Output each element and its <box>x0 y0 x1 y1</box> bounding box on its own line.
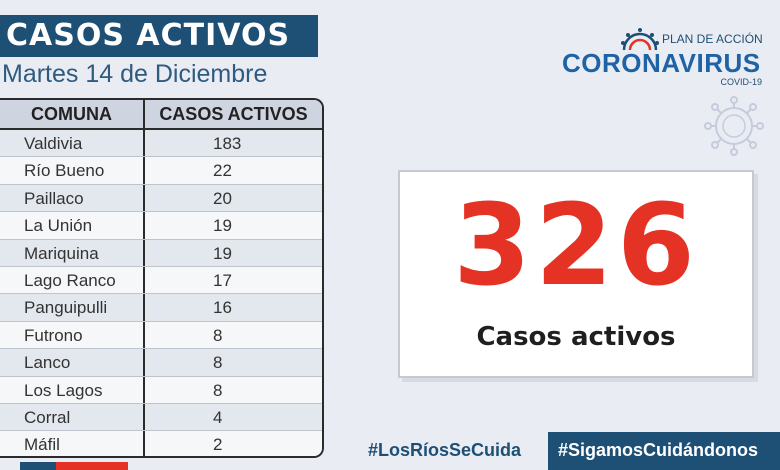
logo-coronavirus-text: CORONAVIRUS <box>562 48 761 78</box>
logo-covid-text: COVID-19 <box>720 77 762 87</box>
cell-casos: 8 <box>213 380 223 400</box>
cell-comuna: La Unión <box>0 212 145 239</box>
cell-casos: 8 <box>213 353 223 373</box>
cell-comuna: Paillaco <box>0 184 145 212</box>
cell-casos: 183 <box>213 134 242 153</box>
cell-casos: 17 <box>213 270 232 290</box>
cell-casos: 8 <box>213 325 223 345</box>
total-cases-value: 326 <box>453 181 699 311</box>
cases-table: COMUNA CASOS ACTIVOS Valdivia 183 Río Bue… <box>0 98 324 458</box>
cell-casos: 22 <box>213 161 232 181</box>
hashtag-los-rios: #LosRíosSeCuida <box>368 440 522 460</box>
column-header-casos: CASOS ACTIVOS <box>159 104 308 124</box>
cell-comuna: Máfil <box>0 431 145 456</box>
flag-stripe <box>20 462 128 470</box>
cell-comuna: Panguipulli <box>0 294 145 321</box>
cell-comuna: Mariquina <box>0 239 145 266</box>
cell-casos: 20 <box>213 188 232 208</box>
table-row: Los Lagos 8 <box>0 376 322 404</box>
cell-comuna: Río Bueno <box>0 157 145 184</box>
cell-casos: 19 <box>213 243 232 263</box>
cell-casos: 2 <box>213 435 223 455</box>
cell-casos: 4 <box>213 407 223 427</box>
table-row: Corral 4 <box>0 403 322 432</box>
cell-comuna: Lanco <box>0 349 145 376</box>
cell-casos: 16 <box>213 298 232 318</box>
total-cases-label: Casos activos <box>476 322 676 352</box>
logo-plan-text: PLAN DE ACCIÓN <box>662 32 763 46</box>
column-header-comuna: COMUNA <box>0 100 145 128</box>
page-title: CASOS ACTIVOS <box>0 15 318 57</box>
table-row: Panguipulli 16 <box>0 294 322 322</box>
cell-comuna: Corral <box>0 403 145 431</box>
table-row: Futrono 8 <box>0 321 322 350</box>
table-body: Valdivia 183 Río Bueno 22 Paillaco 20 La Un… <box>0 130 322 456</box>
date-subtitle: Martes 14 de Diciembre <box>2 60 268 88</box>
virus-outline-icon <box>704 96 764 156</box>
table-row: Paillaco 20 <box>0 184 322 213</box>
virus-icon <box>621 28 659 51</box>
table-row: Río Bueno 22 <box>0 157 322 185</box>
cell-comuna: Valdivia <box>0 130 145 157</box>
table-row: Lanco 8 <box>0 349 322 377</box>
table-row: Lago Ranco 17 <box>0 266 322 295</box>
table-row: La Unión 19 <box>0 212 322 240</box>
cell-casos: 19 <box>213 216 232 236</box>
table-row: Mariquina 19 <box>0 239 322 267</box>
total-cases-card: 326 Casos activos <box>398 170 754 378</box>
cell-comuna: Futrono <box>0 321 145 349</box>
flag-red-segment <box>56 462 128 470</box>
coronavirus-logo: PLAN DE ACCIÓN CORONAVIRUS COVID-19 <box>560 26 770 88</box>
flag-blue-segment <box>20 462 56 470</box>
table-row: Valdivia 183 <box>0 130 322 158</box>
table-header: COMUNA CASOS ACTIVOS <box>0 100 322 130</box>
cell-comuna: Los Lagos <box>0 376 145 403</box>
hashtag-sigamos: #SigamosCuidándonos <box>548 432 780 470</box>
table-row: Máfil 2 <box>0 431 322 456</box>
cell-comuna: Lago Ranco <box>0 266 145 294</box>
